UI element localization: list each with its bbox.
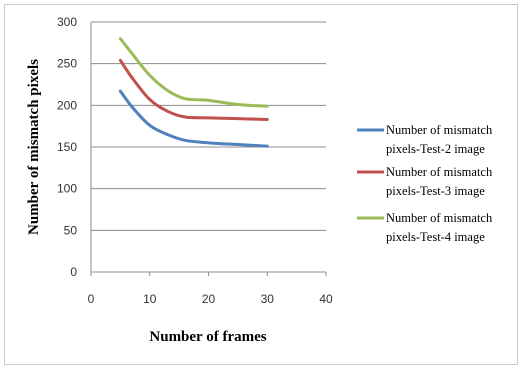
x-tick-label: 40 <box>319 292 333 306</box>
grid-lines <box>91 21 326 231</box>
legend-label: Number of mismatch <box>386 165 493 179</box>
legend-item-1: Number of mismatch pixels-Test-2 image <box>357 123 493 156</box>
y-tick-label: 200 <box>57 98 77 112</box>
legend-label: Number of mismatch <box>386 123 493 137</box>
axes <box>90 22 327 276</box>
y-tick-label: 150 <box>57 140 77 154</box>
series-line-1 <box>118 89 269 148</box>
legend-label: pixels-Test-4 image <box>386 230 485 244</box>
legend-item-3: Number of mismatch pixels-Test-4 image <box>357 211 493 244</box>
y-axis-title: Number of mismatch pixels <box>26 59 42 235</box>
series-lines <box>118 37 269 148</box>
x-tick-label: 20 <box>202 292 216 306</box>
y-tick-labels: 0 50 100 150 200 250 300 <box>57 15 77 279</box>
y-tick-label: 50 <box>64 223 78 237</box>
legend-label: Number of mismatch <box>386 211 493 225</box>
y-tick-label: 0 <box>70 265 77 279</box>
y-tick-label: 100 <box>57 182 77 196</box>
series-line-2 <box>118 58 269 121</box>
x-tick-label: 10 <box>143 292 157 306</box>
y-tick-label: 250 <box>57 57 77 71</box>
legend-label: pixels-Test-3 image <box>386 184 485 198</box>
legend-item-2: Number of mismatch pixels-Test-3 image <box>357 165 493 198</box>
x-tick-label: 0 <box>88 292 95 306</box>
y-tick-label: 300 <box>57 15 77 29</box>
x-axis-title: Number of frames <box>149 329 266 345</box>
legend-label: pixels-Test-2 image <box>386 142 485 156</box>
series-line-3 <box>118 37 269 108</box>
x-tick-labels: 0 10 20 30 40 <box>88 292 333 306</box>
x-tick-label: 30 <box>261 292 275 306</box>
